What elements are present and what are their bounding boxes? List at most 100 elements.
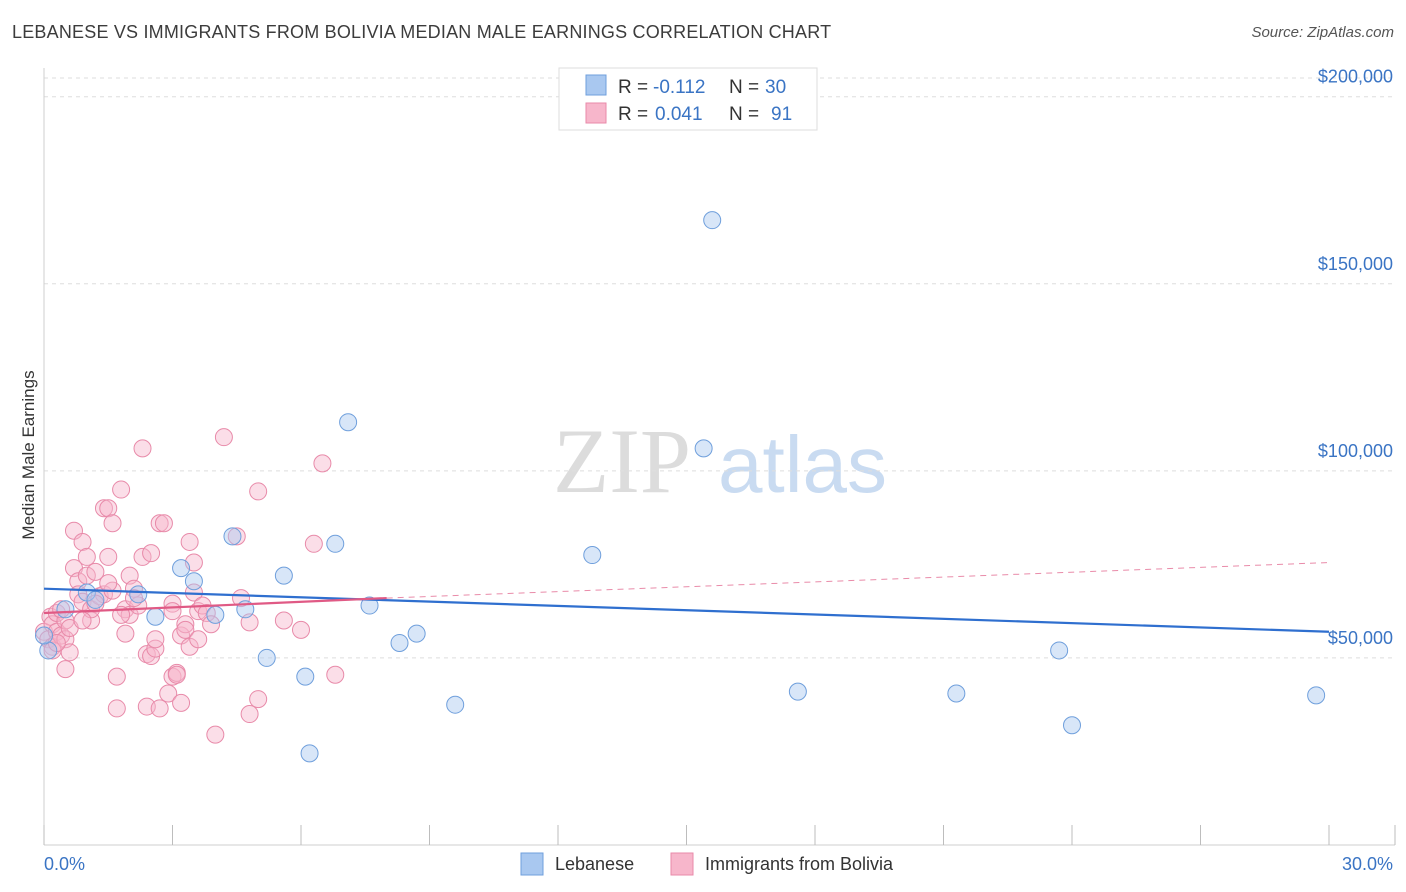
bolivia-point-66 [206, 725, 225, 744]
watermark-atlas: atlas [718, 420, 887, 509]
bottom-legend-bolivia: Immigrants from Bolivia [705, 854, 894, 874]
bolivia-point-18 [77, 547, 96, 566]
bolivia-point-49 [159, 684, 178, 703]
bolivia-point-10 [56, 660, 75, 679]
chart-source: Source: ZipAtlas.com [1251, 24, 1394, 41]
bolivia-point-75 [292, 620, 310, 639]
axes [43, 68, 1396, 846]
legend-n-label-1: N = [729, 77, 759, 98]
grid-lines [44, 77, 1395, 659]
bolivia-point-32 [112, 480, 131, 499]
bolivia-point-26 [99, 499, 118, 518]
bolivia-point-48 [154, 514, 173, 533]
lebanese-point-0 [39, 641, 58, 660]
bolivia-point-77 [313, 454, 332, 473]
bolivia-point-69 [232, 589, 251, 608]
legend-n-label-2: N = [729, 104, 759, 125]
bolivia-point-67 [214, 428, 233, 447]
series-legend: Lebanese Immigrants from Bolivia [520, 852, 894, 876]
y-axis-label: Median Male Earnings [19, 370, 38, 539]
bolivia-point-43 [142, 544, 161, 563]
bottom-swatch-lebanese [520, 852, 544, 876]
bolivia-point-39 [133, 439, 152, 458]
bolivia-point-70 [240, 705, 259, 724]
bolivia-point-78 [326, 665, 345, 684]
lebanese-point-25 [947, 684, 966, 703]
series-lebanese [35, 211, 1326, 763]
bolivia-point-27 [99, 547, 118, 566]
correlation-legend: R = -0.112 N = 30 R = 0.041 N = 91 [558, 67, 818, 131]
lebanese-point-20 [446, 695, 465, 714]
bolivia-point-84 [99, 574, 118, 593]
bolivia-point-56 [176, 615, 195, 634]
lebanese-point-3 [86, 590, 105, 609]
bolivia-point-57 [176, 620, 195, 639]
bottom-legend-lebanese: Lebanese [555, 854, 634, 874]
lebanese-point-17 [360, 596, 379, 615]
bolivia-point-30 [107, 667, 126, 686]
lebanese-point-4 [129, 585, 148, 604]
bolivia-point-40 [133, 547, 152, 566]
lebanese-point-18 [390, 633, 409, 652]
bolivia-point-82 [73, 611, 92, 630]
bolivia-point-22 [86, 562, 105, 581]
y-tick-label-2: $150,000 [1318, 254, 1393, 274]
tick-labels: $50,000 $100,000 $150,000 $200,000 0.0% 30.0% [44, 67, 1393, 874]
lebanese-point-11 [257, 648, 276, 667]
chart-title: LEBANESE VS IMMIGRANTS FROM BOLIVIA MEDI… [12, 22, 832, 42]
x-tick-label-1: 30.0% [1342, 854, 1393, 874]
legend-swatch-lebanese [585, 74, 607, 96]
lebanese-point-29 [35, 626, 53, 645]
y-tick-label-0: $50,000 [1328, 628, 1393, 648]
lebanese-trend-line [43, 587, 1330, 633]
legend-n-value-1: 30 [765, 77, 786, 98]
lebanese-point-12 [274, 566, 293, 585]
bolivia-point-73 [249, 690, 268, 709]
legend-r-value-1: -0.112 [653, 77, 705, 98]
bolivia-point-76 [304, 534, 323, 553]
bolivia-point-34 [116, 624, 135, 643]
bolivia-point-28 [103, 514, 122, 533]
lebanese-point-7 [184, 572, 203, 591]
legend-swatch-bolivia [585, 102, 607, 124]
lebanese-point-21 [583, 546, 602, 565]
lebanese-point-1 [56, 600, 75, 619]
bolivia-point-31 [107, 699, 126, 718]
lebanese-point-28 [1307, 686, 1326, 705]
legend-r-label-1: R = [618, 77, 648, 98]
y-tick-label-1: $100,000 [1318, 441, 1393, 461]
bolivia-point-72 [249, 482, 268, 501]
bolivia-point-74 [274, 611, 293, 630]
bottom-swatch-bolivia [670, 852, 694, 876]
lebanese-point-14 [300, 744, 319, 763]
bolivia-point-55 [172, 693, 191, 712]
bolivia-point-89 [189, 630, 208, 649]
lebanese-point-23 [703, 211, 722, 230]
x-tick-label-0: 0.0% [44, 854, 85, 874]
legend-r-value-2: 0.041 [655, 104, 703, 125]
bolivia-point-88 [163, 602, 182, 621]
bolivia-point-25 [94, 499, 113, 518]
lebanese-point-22 [694, 439, 713, 458]
bolivia-point-65 [202, 615, 221, 634]
trend-lines [43, 562, 1330, 633]
lebanese-point-13 [296, 667, 315, 686]
lebanese-point-15 [326, 534, 345, 553]
bolivia-point-59 [180, 532, 199, 551]
lebanese-point-6 [172, 559, 191, 578]
bolivia-point-46 [150, 514, 169, 533]
lebanese-point-26 [1050, 641, 1069, 660]
lebanese-point-8 [206, 605, 225, 624]
y-tick-label-3: $200,000 [1318, 67, 1393, 87]
bolivia-point-87 [146, 630, 165, 649]
bolivia-point-45 [146, 639, 165, 658]
bolivia-point-53 [167, 665, 186, 684]
lebanese-point-5 [146, 607, 165, 626]
legend-n-value-2: 91 [771, 104, 792, 125]
lebanese-point-27 [1063, 716, 1081, 735]
lebanese-point-16 [339, 413, 358, 432]
bolivia-point-68 [227, 527, 246, 546]
watermark-zip: ZIP [553, 410, 691, 512]
legend-r-label-2: R = [618, 104, 648, 125]
